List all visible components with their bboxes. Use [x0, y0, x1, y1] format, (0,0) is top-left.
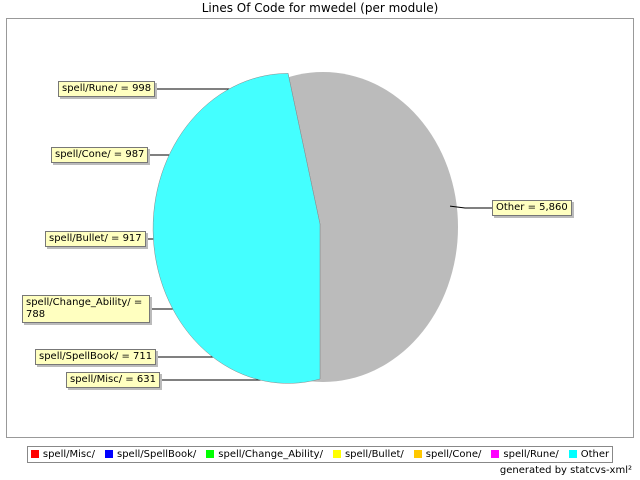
legend-label: spell/SpellBook/	[116, 449, 197, 460]
data-label: Other = 5,860	[492, 200, 572, 216]
data-label: spell/Cone/ = 987	[51, 147, 149, 163]
legend-label: spell/Bullet/	[344, 449, 404, 460]
data-label: spell/Rune/ = 998	[58, 81, 156, 97]
data-label: spell/Bullet/ = 917	[45, 231, 146, 247]
legend-swatch	[413, 450, 422, 458]
chart-title: Lines Of Code for mwedel (per module)	[201, 1, 439, 15]
legend-item: spell/SpellBook/	[104, 449, 197, 460]
legend-swatch	[30, 450, 39, 458]
legend-item: spell/Misc/	[30, 449, 95, 460]
legend-swatch	[206, 450, 215, 458]
legend-item: spell/Rune/	[491, 449, 559, 460]
legend-item: Other	[568, 449, 610, 460]
legend-label: spell/Rune/	[503, 449, 559, 460]
legend-swatch	[332, 450, 341, 458]
legend-swatch	[491, 450, 500, 458]
legend-label: Other	[580, 449, 610, 460]
legend-label: spell/Cone/	[425, 449, 482, 460]
data-label: spell/SpellBook/ = 711	[35, 349, 157, 365]
legend: spell/Misc/spell/SpellBook/spell/Change_…	[27, 446, 613, 463]
legend-label: spell/Change_Ability/	[218, 449, 323, 460]
leader-line	[449, 205, 492, 209]
data-label: spell/Change_Ability/ = 788	[22, 295, 150, 323]
legend-swatch	[104, 450, 113, 458]
legend-item: spell/Cone/	[413, 449, 482, 460]
data-label: spell/Misc/ = 631	[66, 372, 160, 388]
legend-item: spell/Change_Ability/	[206, 449, 323, 460]
footer: generated by statcvs-xml²	[499, 465, 632, 476]
legend-label: spell/Misc/	[42, 449, 95, 460]
legend-swatch	[568, 450, 577, 458]
legend-item: spell/Bullet/	[332, 449, 404, 460]
pie-slice	[152, 73, 321, 384]
